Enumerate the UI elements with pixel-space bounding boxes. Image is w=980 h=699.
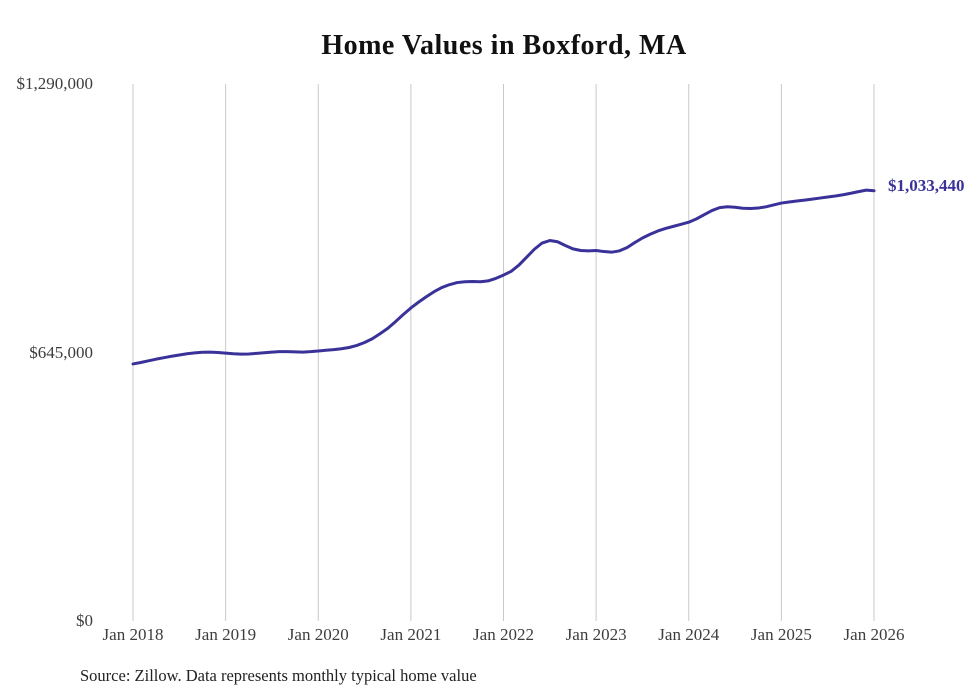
x-tick-label: Jan 2025	[750, 625, 812, 644]
x-tick-label: Jan 2024	[658, 625, 720, 644]
home-value-series-line	[131, 188, 876, 366]
x-tick-label: Jan 2019	[195, 625, 257, 644]
x-tick-label: Jan 2026	[843, 625, 905, 644]
x-tick-label: Jan 2023	[565, 625, 627, 644]
x-tick-label: Jan 2020	[287, 625, 349, 644]
y-tick-label: $645,000	[29, 342, 93, 362]
x-tick-label: Jan 2021	[380, 625, 442, 644]
y-tick-label: $0	[76, 611, 93, 630]
y-tick-label: $1,290,000	[16, 74, 94, 93]
x-tick-label: Jan 2018	[102, 625, 164, 644]
x-tick-label: Jan 2022	[473, 625, 534, 644]
latest-value-label: $1,033,440	[888, 176, 965, 195]
chart-title: Home Values in Boxford, MA	[321, 30, 687, 61]
source-note: Source: Zillow. Data represents monthly …	[80, 666, 477, 685]
